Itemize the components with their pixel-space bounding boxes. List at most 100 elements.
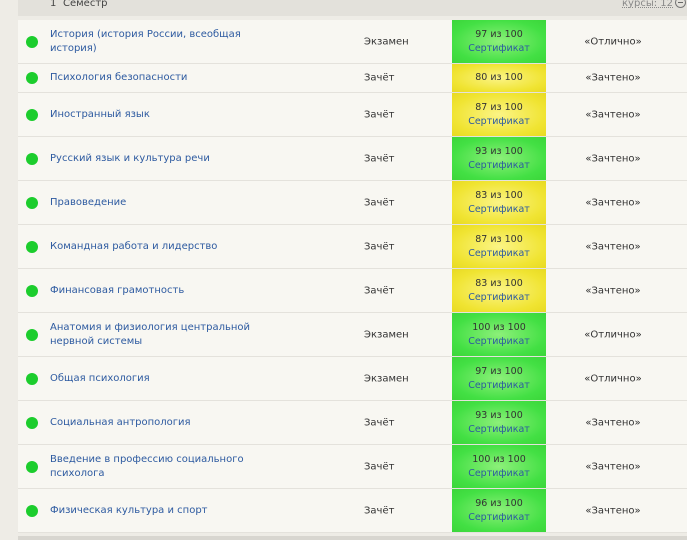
grade-text: «Зачтено» (585, 153, 641, 164)
course-row[interactable]: Физическая культура и спорт Зачёт 96 из … (18, 489, 687, 533)
course-row[interactable]: История (история России, всеобщая истори… (18, 20, 687, 64)
courses-count-link[interactable]: курсы: 12 (622, 0, 673, 9)
score-value: 83 из 100 (475, 189, 523, 201)
status-dot-icon (26, 152, 38, 165)
score-value: 97 из 100 (475, 28, 523, 40)
score-cell: 83 из 100 Сертификат (452, 181, 546, 224)
course-title-link[interactable]: Финансовая грамотность (50, 284, 185, 296)
status-dot-icon (26, 372, 38, 385)
section-footer (18, 536, 687, 540)
semester-label: Семестр (63, 0, 108, 9)
grade-text: «Зачтено» (585, 241, 641, 252)
certificate-link[interactable]: Сертификат (468, 291, 530, 303)
grade-text: «Зачтено» (585, 72, 641, 84)
grade-text: «Зачтено» (585, 109, 641, 120)
course-title-link[interactable]: Психология безопасности (50, 72, 188, 83)
score-value: 83 из 100 (475, 277, 523, 289)
score-value: 97 из 100 (475, 365, 523, 377)
course-title-link[interactable]: Социальная антропология (50, 416, 191, 428)
grade-text: «Зачтено» (585, 417, 641, 428)
course-title-link[interactable]: Командная работа и лидерство (50, 240, 218, 252)
score-cell: 83 из 100 Сертификат (452, 269, 546, 312)
certificate-link[interactable]: Сертификат (468, 511, 530, 523)
score-cell: 87 из 100 Сертификат (452, 225, 546, 268)
certificate-link[interactable]: Сертификат (468, 423, 530, 435)
status-dot-icon (26, 196, 38, 209)
status-dot-icon (26, 35, 38, 48)
course-title-link[interactable]: Русский язык и культура речи (50, 152, 210, 164)
score-value: 96 из 100 (475, 497, 523, 509)
collapse-icon[interactable] (675, 0, 686, 8)
course-title-link[interactable]: История (история России, всеобщая истори… (50, 28, 241, 54)
control-type: Зачёт (364, 417, 395, 428)
control-type: Зачёт (364, 285, 395, 296)
control-type: Зачёт (364, 197, 395, 208)
status-dot-icon (26, 284, 38, 297)
score-value: 100 из 100 (472, 321, 526, 333)
course-title-link[interactable]: Иностранный язык (50, 108, 150, 120)
course-title-link[interactable]: Физическая культура и спорт (50, 504, 208, 516)
score-cell: 87 из 100 Сертификат (452, 93, 546, 136)
course-title-link[interactable]: Введение в профессию социального психоло… (50, 453, 244, 479)
certificate-link[interactable]: Сертификат (468, 247, 530, 259)
status-dot-icon (26, 72, 38, 84)
score-value: 93 из 100 (475, 409, 523, 421)
course-title-link[interactable]: Правоведение (50, 196, 127, 208)
score-cell: 93 из 100 Сертификат (452, 401, 546, 444)
status-dot-icon (26, 328, 38, 341)
course-title-link[interactable]: Общая психология (50, 372, 150, 384)
course-row[interactable]: Анатомия и физиология центральной нервно… (18, 313, 687, 357)
grade-text: «Зачтено» (585, 285, 641, 296)
certificate-link[interactable]: Сертификат (468, 115, 530, 127)
control-type: Зачёт (364, 109, 395, 120)
course-row[interactable]: Введение в профессию социального психоло… (18, 445, 687, 489)
status-dot-icon (26, 108, 38, 121)
course-row[interactable]: Русский язык и культура речи Зачёт 93 из… (18, 137, 687, 181)
course-row[interactable]: Командная работа и лидерство Зачёт 87 из… (18, 225, 687, 269)
status-dot-icon (26, 240, 38, 253)
control-type: Экзамен (364, 373, 409, 384)
status-dot-icon (26, 416, 38, 429)
status-dot-icon (26, 504, 38, 517)
course-row[interactable]: Социальная антропология Зачёт 93 из 100 … (18, 401, 687, 445)
score-cell: 96 из 100 Сертификат (452, 489, 546, 532)
score-cell: 93 из 100 Сертификат (452, 137, 546, 180)
grade-text: «Отлично» (584, 329, 642, 340)
control-type: Зачёт (364, 461, 395, 472)
semester-header: 1 Семестр курсы: 12 (18, 0, 687, 16)
grade-text: «Зачтено» (585, 197, 641, 208)
score-value: 93 из 100 (475, 145, 523, 157)
certificate-link[interactable]: Сертификат (468, 159, 530, 171)
certificate-link[interactable]: Сертификат (468, 203, 530, 215)
certificate-link[interactable]: Сертификат (468, 42, 530, 54)
score-cell: 100 из 100 Сертификат (452, 313, 546, 356)
grade-text: «Зачтено» (585, 505, 641, 516)
grade-text: «Зачтено» (585, 461, 641, 472)
control-type: Экзамен (364, 36, 409, 47)
control-type: Зачёт (364, 72, 395, 84)
control-type: Зачёт (364, 241, 395, 252)
course-row[interactable]: Общая психология Экзамен 97 из 100 Серти… (18, 357, 687, 401)
course-row[interactable]: Правоведение Зачёт 83 из 100 Сертификат … (18, 181, 687, 225)
course-list: История (история России, всеобщая истори… (18, 20, 687, 533)
course-row[interactable]: Психология безопасности Зачёт 80 из 100 … (18, 64, 687, 93)
score-value: 100 из 100 (472, 453, 526, 465)
score-value: 80 из 100 (475, 72, 523, 83)
control-type: Зачёт (364, 505, 395, 516)
status-dot-icon (26, 460, 38, 473)
score-value: 87 из 100 (475, 233, 523, 245)
grade-text: «Отлично» (584, 36, 642, 47)
control-type: Экзамен (364, 329, 409, 340)
score-value: 87 из 100 (475, 101, 523, 113)
course-row[interactable]: Иностранный язык Зачёт 87 из 100 Сертифи… (18, 93, 687, 137)
certificate-link[interactable]: Сертификат (468, 379, 530, 391)
score-cell: 97 из 100 Сертификат (452, 20, 546, 63)
course-row[interactable]: Финансовая грамотность Зачёт 83 из 100 С… (18, 269, 687, 313)
score-cell: 80 из 100 (452, 64, 546, 92)
certificate-link[interactable]: Сертификат (468, 335, 530, 347)
score-cell: 100 из 100 Сертификат (452, 445, 546, 488)
control-type: Зачёт (364, 153, 395, 164)
course-title-link[interactable]: Анатомия и физиология центральной нервно… (50, 321, 251, 347)
certificate-link[interactable]: Сертификат (468, 467, 530, 479)
grade-text: «Отлично» (584, 373, 642, 384)
